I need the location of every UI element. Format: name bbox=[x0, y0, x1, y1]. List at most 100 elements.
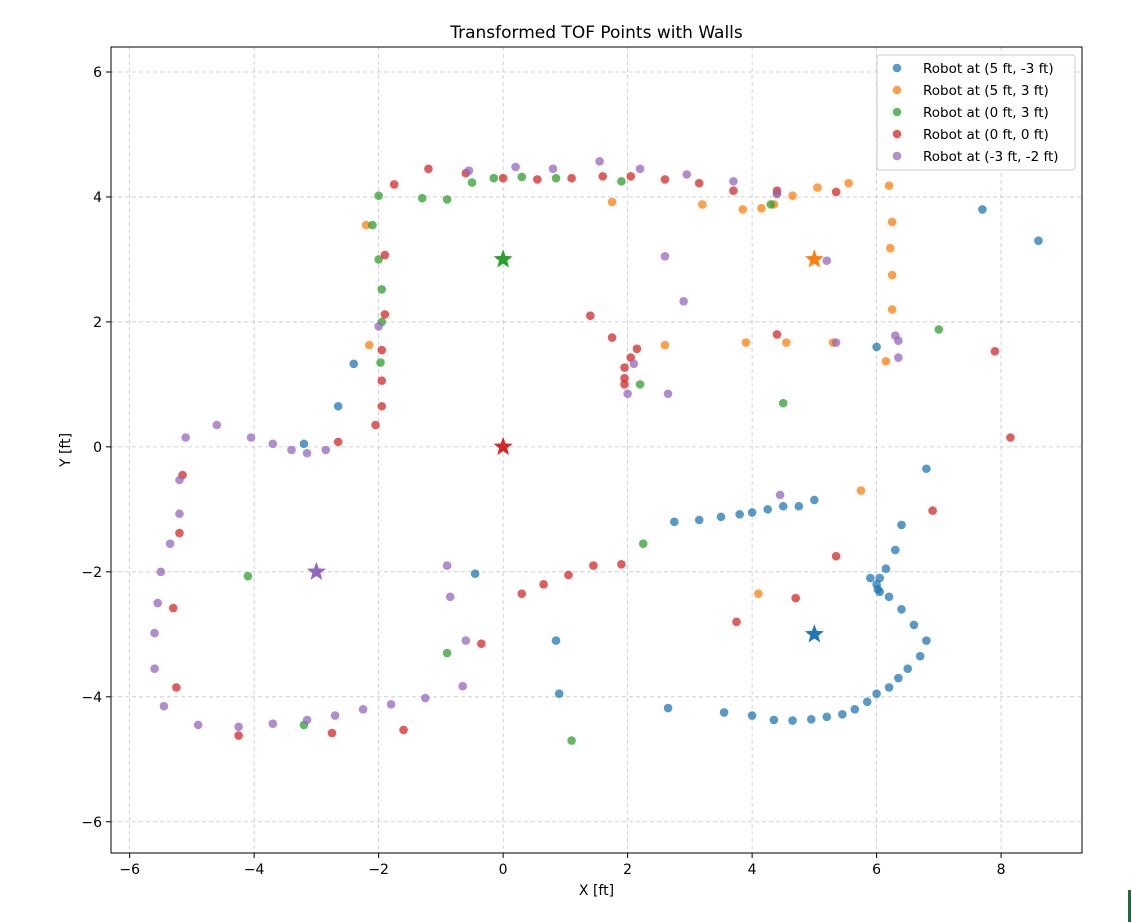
data-point bbox=[467, 178, 477, 187]
data-point bbox=[458, 681, 467, 691]
data-point bbox=[376, 358, 385, 367]
data-point bbox=[607, 333, 617, 342]
data-point bbox=[564, 570, 573, 580]
data-point bbox=[831, 187, 841, 197]
plot-frame bbox=[110, 46, 1083, 854]
data-point bbox=[421, 693, 430, 703]
data-point bbox=[934, 325, 944, 334]
data-point bbox=[539, 580, 548, 589]
data-point bbox=[788, 716, 797, 725]
data-point bbox=[243, 571, 253, 581]
data-point bbox=[212, 420, 222, 430]
data-point bbox=[585, 311, 595, 320]
data-point bbox=[617, 177, 626, 186]
data-point bbox=[978, 205, 987, 214]
x-tick-label: −4 bbox=[244, 862, 265, 878]
data-point bbox=[368, 220, 377, 230]
x-tick-label: −2 bbox=[368, 862, 389, 878]
data-point bbox=[990, 346, 1000, 356]
data-point bbox=[268, 439, 278, 449]
data-point bbox=[663, 389, 673, 399]
data-point bbox=[872, 342, 881, 352]
data-point bbox=[862, 697, 872, 707]
data-point bbox=[894, 673, 903, 683]
data-point bbox=[548, 164, 558, 174]
data-point bbox=[620, 373, 629, 383]
data-point bbox=[424, 164, 433, 174]
data-point bbox=[694, 178, 704, 188]
data-point bbox=[246, 433, 256, 442]
data-point bbox=[928, 506, 937, 515]
data-point bbox=[377, 376, 387, 385]
data-point bbox=[371, 420, 380, 430]
data-point bbox=[374, 321, 383, 331]
data-point bbox=[477, 639, 486, 648]
data-point bbox=[620, 363, 629, 372]
data-point bbox=[234, 731, 243, 740]
data-point bbox=[682, 170, 692, 179]
data-point bbox=[741, 338, 751, 347]
data-point bbox=[729, 186, 738, 196]
data-point bbox=[511, 162, 520, 172]
data-point bbox=[887, 270, 897, 280]
data-point bbox=[894, 336, 903, 345]
data-point bbox=[838, 709, 847, 719]
data-point bbox=[694, 515, 704, 525]
data-point bbox=[629, 359, 639, 369]
data-point bbox=[517, 589, 527, 599]
data-point bbox=[554, 689, 564, 698]
robot-star-marker bbox=[804, 624, 824, 643]
data-point bbox=[822, 712, 832, 722]
data-point bbox=[302, 448, 312, 458]
data-point bbox=[732, 617, 741, 627]
robot-star-marker bbox=[306, 561, 326, 580]
data-point bbox=[660, 252, 670, 261]
data-point bbox=[175, 528, 184, 538]
x-tick-label: −6 bbox=[119, 862, 140, 878]
data-point bbox=[517, 172, 527, 182]
data-point bbox=[442, 561, 452, 570]
data-point bbox=[747, 508, 757, 517]
data-point bbox=[903, 664, 913, 673]
data-point bbox=[670, 517, 679, 527]
data-point bbox=[763, 505, 772, 514]
data-point bbox=[333, 437, 343, 447]
data-point bbox=[380, 250, 390, 260]
data-point bbox=[302, 715, 312, 725]
y-tick-label: 2 bbox=[93, 315, 102, 331]
data-point bbox=[660, 175, 670, 184]
data-point bbox=[551, 636, 561, 645]
data-point bbox=[881, 356, 891, 366]
data-point bbox=[719, 708, 729, 717]
data-point bbox=[417, 193, 427, 203]
data-point bbox=[866, 573, 875, 583]
y-tick-label: 6 bbox=[93, 65, 102, 81]
data-point bbox=[461, 636, 471, 645]
data-point bbox=[887, 305, 897, 314]
data-point bbox=[386, 699, 396, 709]
data-point bbox=[589, 561, 598, 570]
data-point bbox=[729, 177, 738, 186]
data-point bbox=[894, 353, 903, 362]
data-point bbox=[772, 330, 782, 339]
y-tick-label: 4 bbox=[93, 190, 102, 206]
data-point bbox=[327, 728, 337, 738]
x-tick-label: 8 bbox=[997, 862, 1006, 878]
data-point bbox=[757, 203, 766, 213]
legend-label: Robot at (5 ft, -3 ft) bbox=[923, 61, 1054, 77]
data-point bbox=[769, 715, 779, 725]
data-point bbox=[175, 475, 184, 485]
data-point bbox=[735, 510, 744, 519]
data-point bbox=[374, 255, 383, 264]
legend-box bbox=[876, 54, 1076, 171]
data-point bbox=[268, 719, 278, 728]
data-points bbox=[150, 157, 1043, 745]
legend: Robot at (5 ft, -3 ft) Robot at (5 ft, 3 … bbox=[876, 54, 1076, 171]
data-point bbox=[498, 173, 508, 183]
x-tick-label: 0 bbox=[499, 862, 508, 878]
x-tick-label: 6 bbox=[872, 862, 881, 878]
data-point bbox=[374, 191, 383, 201]
data-point bbox=[489, 173, 499, 183]
data-point bbox=[698, 200, 707, 209]
data-point bbox=[738, 205, 748, 214]
